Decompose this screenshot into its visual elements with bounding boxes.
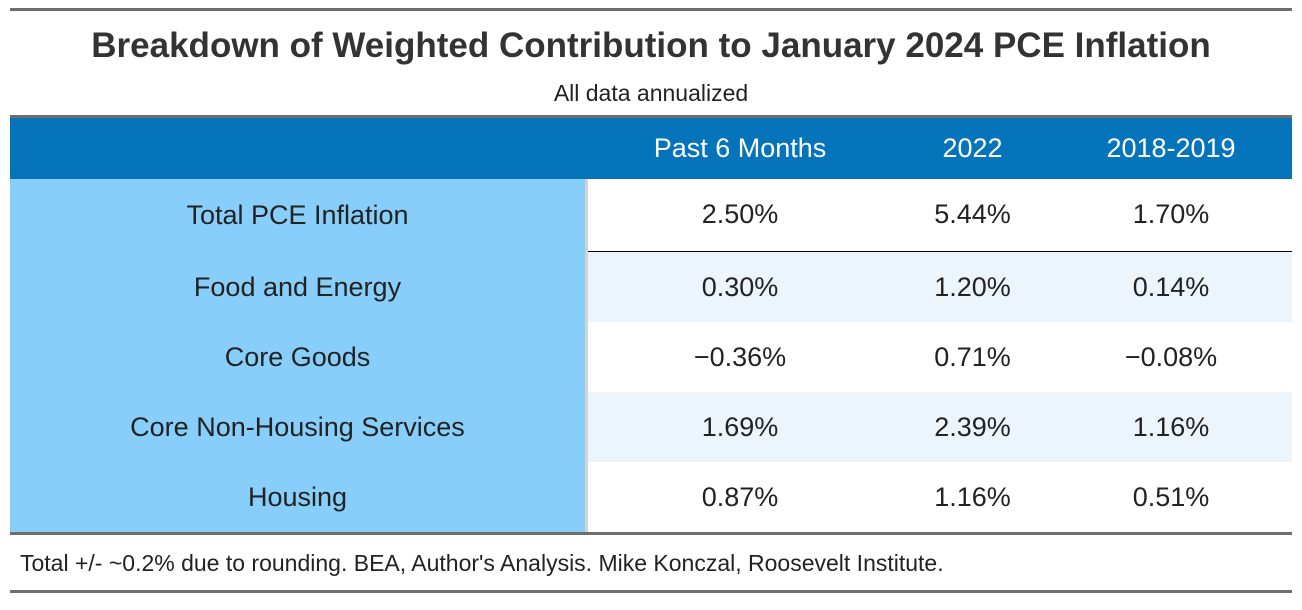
row-label: Core Non-Housing Services	[10, 392, 585, 462]
table-row: Core Non-Housing Services 1.69% 2.39% 1.…	[10, 392, 1292, 462]
row-label: Housing	[10, 462, 585, 532]
table-row: Housing 0.87% 1.16% 0.51%	[10, 462, 1292, 532]
table-figure: Breakdown of Weighted Contribution to Ja…	[10, 8, 1292, 593]
header-cell-past-6-months: Past 6 Months	[653, 133, 827, 163]
cell-2018-2019: 0.51%	[1132, 481, 1210, 512]
row-label: Total PCE Inflation	[10, 179, 585, 252]
cell-past-6-months: 0.30%	[585, 252, 895, 322]
cell-2018-2019: −0.08%	[1124, 341, 1218, 372]
cell-past-6-months: 1.69%	[585, 392, 895, 462]
table-body: Total PCE Inflation 2.50% 5.44% 1.70% Fo…	[10, 179, 1292, 532]
table-row: Total PCE Inflation 2.50% 5.44% 1.70%	[10, 179, 1292, 254]
cell-2022: 2.39%	[895, 392, 1050, 462]
cell-2018-2019: 1.70%	[1132, 198, 1210, 229]
bottom-rule	[10, 532, 1292, 535]
cell-past-6-months: −0.36%	[693, 341, 787, 372]
row-label: Food and Energy	[10, 252, 585, 322]
table-row: Core Goods −0.36% 0.71% −0.08%	[10, 322, 1292, 392]
stub-divider	[585, 179, 588, 532]
cell-2018-2019: 1.16%	[1050, 392, 1292, 462]
cell-2018-2019: 0.14%	[1050, 252, 1292, 322]
header-row: Past 6 Months 2022 2018-2019	[10, 118, 1292, 179]
footer-rule	[10, 590, 1292, 593]
table-subtitle: All data annualized	[553, 80, 749, 106]
cell-2022: 0.71%	[934, 341, 1011, 372]
header-cell-2018-2019: 2018-2019	[1106, 133, 1236, 163]
top-rule	[10, 8, 1292, 11]
cell-2022: 1.20%	[895, 252, 1050, 322]
source-note: Total +/- ~0.2% due to rounding. BEA, Au…	[20, 550, 944, 576]
table-title: Breakdown of Weighted Contribution to Ja…	[91, 26, 1211, 65]
cell-2022: 5.44%	[934, 198, 1011, 229]
cell-2022: 1.16%	[934, 481, 1011, 512]
data-table: Past 6 Months 2022 2018-2019 Total PCE I…	[10, 115, 1292, 532]
cell-past-6-months: 2.50%	[701, 198, 779, 229]
header-cell-2022: 2022	[942, 133, 1003, 163]
table-row: Food and Energy 0.30% 1.20% 0.14%	[10, 252, 1292, 322]
row-label: Core Goods	[10, 322, 585, 392]
cell-past-6-months: 0.87%	[701, 481, 779, 512]
